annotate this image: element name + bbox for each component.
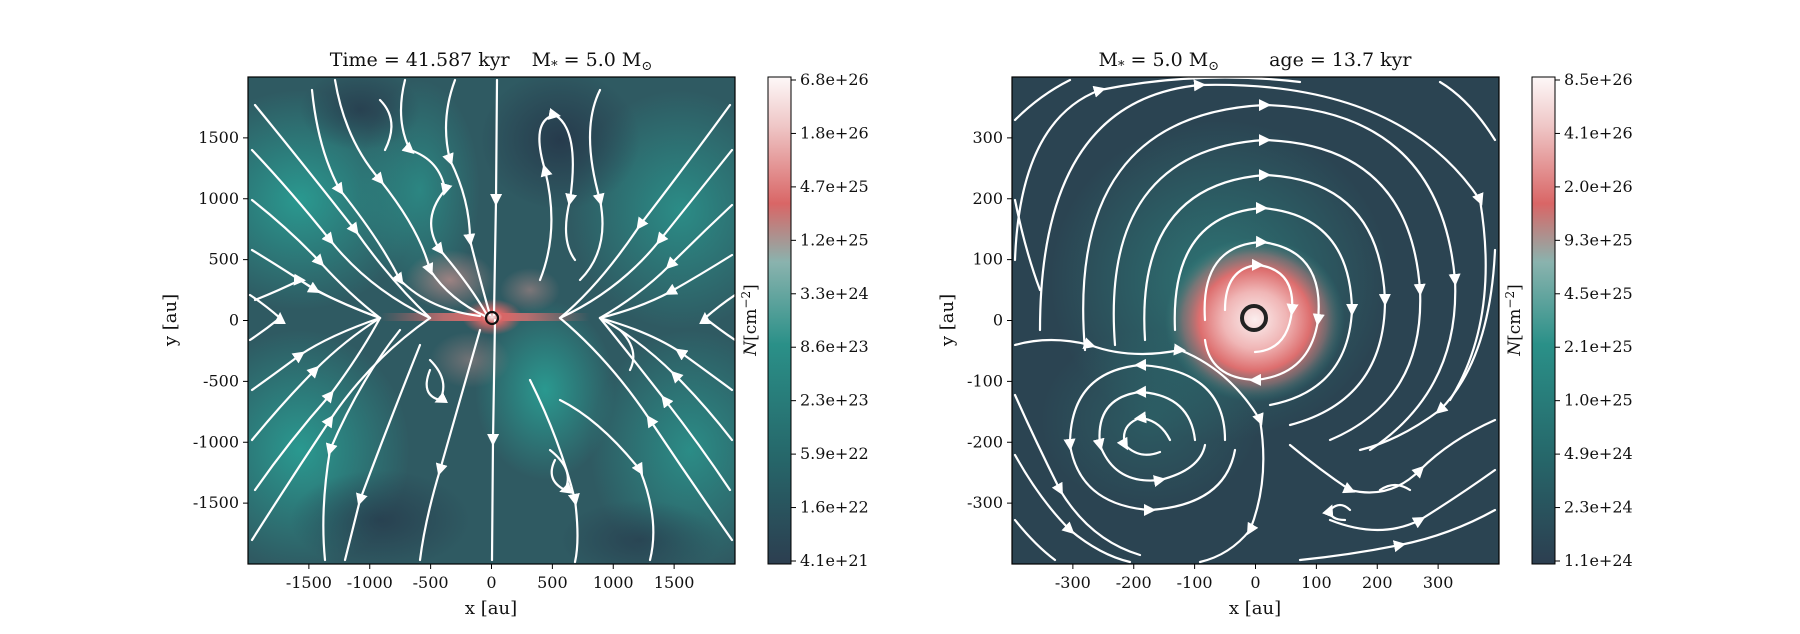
right-x-ticks: -300 -200 -100 0 100 200 300 bbox=[1055, 564, 1454, 592]
left-x-axis-label: x [au] bbox=[465, 598, 517, 619]
colorbar-tick-label: 4.5e+25 bbox=[1564, 284, 1633, 303]
x-tick-label: 200 bbox=[1362, 573, 1393, 592]
left-colorbar-label: N[cm−2] bbox=[739, 284, 761, 357]
x-tick-label: 1500 bbox=[654, 573, 695, 592]
right-heatmap bbox=[1012, 77, 1499, 564]
left-x-ticks: -1500 -1000 -500 0 500 1000 1500 bbox=[286, 564, 695, 592]
colorbar-tick-label: 9.3e+25 bbox=[1564, 230, 1633, 249]
x-tick-label: -200 bbox=[1116, 573, 1152, 592]
x-tick-label: -1000 bbox=[347, 573, 393, 592]
right-colorbar-label: N[cm−2] bbox=[1503, 284, 1525, 357]
right-colorbar bbox=[1531, 76, 1556, 565]
colorbar-tick-label: 8.6e+23 bbox=[800, 337, 869, 356]
left-panel: -1500 -1000 -500 0 500 1000 1500 -1500 -1000 -50… bbox=[160, 49, 869, 619]
colorbar-tick-label: 6.8e+26 bbox=[800, 70, 869, 89]
right-y-ticks: -300 -200 -100 0 100 200 300 bbox=[967, 128, 1012, 512]
left-heatmap bbox=[248, 77, 735, 564]
y-tick-label: -1500 bbox=[193, 493, 239, 512]
x-tick-label: 0 bbox=[486, 573, 496, 592]
y-tick-label: 0 bbox=[993, 311, 1003, 330]
x-tick-label: 100 bbox=[1301, 573, 1332, 592]
colorbar-tick-label: 4.1e+26 bbox=[1564, 123, 1633, 142]
colorbar-tick-label: 2.0e+26 bbox=[1564, 177, 1633, 196]
right-colorbar-ticks: 8.5e+26 4.1e+26 2.0e+26 9.3e+25 4.5e+25 2.1e+… bbox=[1555, 70, 1633, 570]
colorbar-tick-label: 2.3e+24 bbox=[1564, 498, 1633, 517]
y-tick-label: 500 bbox=[208, 250, 239, 269]
y-tick-label: 100 bbox=[972, 250, 1003, 269]
y-tick-label: -100 bbox=[967, 371, 1003, 390]
left-colorbar-ticks: 6.8e+26 1.8e+26 4.7e+25 1.2e+25 3.3e+24 8.6e+… bbox=[791, 70, 869, 570]
left-y-axis-label: y [au] bbox=[160, 294, 181, 347]
right-title: M* = 5.0 M⊙ age = 13.7 kyr bbox=[1098, 49, 1412, 74]
colorbar-tick-label: 5.9e+22 bbox=[800, 444, 869, 463]
x-tick-label: -500 bbox=[413, 573, 449, 592]
y-tick-label: -200 bbox=[967, 432, 1003, 451]
y-tick-label: -1000 bbox=[193, 432, 239, 451]
left-streamlines bbox=[248, 78, 735, 564]
right-streamlines bbox=[1013, 77, 1497, 564]
left-y-ticks: -1500 -1000 -500 0 500 1000 1500 bbox=[193, 128, 248, 512]
x-tick-label: 0 bbox=[1250, 573, 1260, 592]
y-tick-label: 0 bbox=[229, 311, 239, 330]
left-colorbar bbox=[767, 76, 792, 565]
right-y-axis-label: y [au] bbox=[937, 294, 958, 347]
colorbar-tick-label: 1.0e+25 bbox=[1564, 391, 1633, 410]
right-panel: -300 -200 -100 0 100 200 300 -300 -200 -100 0 100 2… bbox=[937, 49, 1633, 619]
y-tick-label: 1500 bbox=[198, 128, 239, 147]
y-tick-label: 300 bbox=[972, 128, 1003, 147]
y-tick-label: -300 bbox=[967, 493, 1003, 512]
colorbar-tick-label: 4.1e+21 bbox=[800, 551, 869, 570]
x-tick-label: 1000 bbox=[593, 573, 634, 592]
left-title: Time = 41.587 kyr M* = 5.0 M⊙ bbox=[330, 49, 652, 74]
colorbar-tick-label: 2.3e+23 bbox=[800, 391, 869, 410]
y-tick-label: 1000 bbox=[198, 189, 239, 208]
y-tick-label: -500 bbox=[203, 371, 239, 390]
colorbar-tick-label: 8.5e+26 bbox=[1564, 70, 1633, 89]
x-tick-label: -100 bbox=[1177, 573, 1213, 592]
colorbar-tick-label: 3.3e+24 bbox=[800, 284, 869, 303]
colorbar-tick-label: 1.8e+26 bbox=[800, 123, 869, 142]
colorbar-tick-label: 1.1e+24 bbox=[1564, 551, 1633, 570]
y-tick-label: 200 bbox=[972, 189, 1003, 208]
colorbar-tick-label: 2.1e+25 bbox=[1564, 337, 1633, 356]
colorbar-tick-label: 1.6e+22 bbox=[800, 498, 869, 517]
x-tick-label: -300 bbox=[1055, 573, 1091, 592]
right-x-axis-label: x [au] bbox=[1229, 598, 1281, 619]
x-tick-label: 500 bbox=[537, 573, 568, 592]
colorbar-tick-label: 4.9e+24 bbox=[1564, 444, 1633, 463]
colorbar-tick-label: 4.7e+25 bbox=[800, 177, 869, 196]
colorbar-tick-label: 1.2e+25 bbox=[800, 230, 869, 249]
x-tick-label: 300 bbox=[1423, 573, 1454, 592]
x-tick-label: -1500 bbox=[286, 573, 332, 592]
